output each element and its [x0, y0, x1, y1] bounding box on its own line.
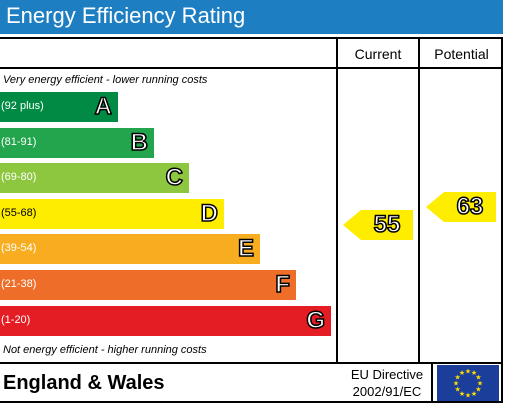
eu-star-icon: ★ [471, 369, 477, 377]
band-range: (39-54) [1, 242, 37, 254]
eu-star-icon: ★ [465, 368, 471, 376]
band-letter: G [306, 306, 326, 335]
band-f: (21-38) F [0, 270, 296, 300]
band-letter: F [275, 270, 291, 299]
band-range: (55-68) [1, 207, 37, 219]
rating-frame [0, 37, 503, 403]
current-rating-value: 55 [373, 210, 401, 239]
header-divider [0, 67, 503, 69]
band-letter: D [200, 199, 219, 228]
band-e: (39-54) E [0, 234, 260, 264]
directive-line-1: EU Directive [350, 367, 424, 382]
region-label: England & Wales [3, 372, 165, 394]
band-range: (1-20) [1, 314, 31, 326]
band-letter: E [237, 234, 255, 263]
band-c: (69-80) C [0, 163, 189, 193]
footer-column-divider [431, 362, 433, 403]
directive-line-2: 2002/91/EC [352, 384, 422, 399]
potential-column-divider [418, 37, 420, 364]
title-bar [0, 0, 503, 34]
band-letter: A [94, 92, 113, 121]
potential-column-header: Potential [434, 46, 489, 62]
band-range: (21-38) [1, 278, 37, 290]
band-b: (81-91) B [0, 128, 154, 158]
eu-star-icon: ★ [465, 392, 471, 400]
eu-star-icon: ★ [459, 369, 465, 377]
eu-star-icon: ★ [459, 390, 465, 398]
eu-star-icon: ★ [454, 374, 460, 382]
potential-rating-value: 63 [456, 192, 484, 221]
band-range: (81-91) [1, 136, 37, 148]
eu-star-icon: ★ [475, 374, 481, 382]
band-a: (92 plus) A [0, 92, 118, 122]
top-caption: Very energy efficient - lower running co… [3, 74, 208, 86]
band-d: (55-68) D [0, 199, 224, 229]
bottom-caption: Not energy efficient - higher running co… [3, 344, 207, 356]
eu-star-icon: ★ [454, 386, 460, 394]
current-column-divider [336, 37, 338, 364]
band-range: (92 plus) [1, 100, 44, 112]
page-title: Energy Efficiency Rating [6, 3, 246, 28]
eu-star-icon: ★ [453, 380, 459, 388]
eu-star-icon: ★ [477, 380, 483, 388]
eu-star-icon: ★ [475, 386, 481, 394]
current-column-header: Current [354, 46, 402, 62]
band-letter: C [165, 163, 184, 192]
eu-flag-icon: ★ ★ ★ ★ ★ ★ ★ ★ ★ ★ ★ ★ [437, 365, 499, 401]
band-range: (69-80) [1, 171, 37, 183]
band-g: (1-20) G [0, 306, 331, 336]
footer-divider [0, 362, 503, 364]
band-letter: B [130, 128, 149, 157]
eu-star-icon: ★ [471, 390, 477, 398]
